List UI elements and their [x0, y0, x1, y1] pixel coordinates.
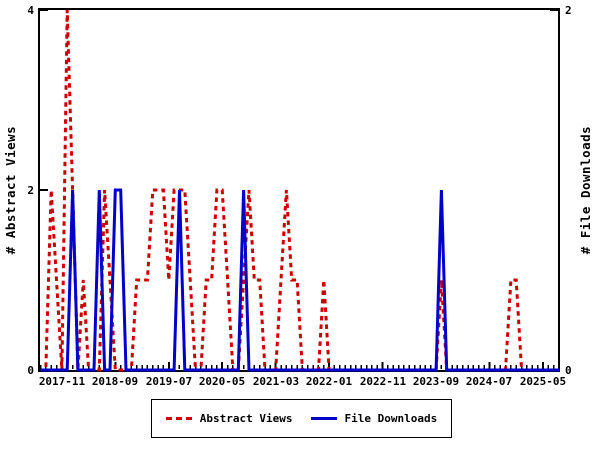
x-tick-label-1: 2018-09: [92, 375, 138, 388]
x-tick-label-8: 2024-07: [466, 375, 512, 388]
x-tick-label-5: 2022-01: [306, 375, 353, 388]
legend-label-abstract-views: Abstract Views: [199, 412, 293, 425]
x-tick-label-7: 2023-09: [413, 375, 459, 388]
y-left-tick-4: 4: [27, 4, 34, 17]
y-left-tick-2: 2: [27, 184, 34, 197]
x-tick-label-0: 2017-11: [39, 375, 86, 388]
y-right-tick-0: 0: [565, 364, 572, 377]
legend-label-file-downloads: File Downloads: [344, 412, 438, 425]
plot-area: [38, 8, 560, 372]
file-downloads-line-sample: [310, 417, 337, 420]
x-tick-label-9: 2025-05: [520, 375, 566, 388]
x-tick-label-3: 2020-05: [199, 375, 245, 388]
x-tick-label-4: 2021-03: [253, 375, 299, 388]
abstract-views-line-sample: [165, 417, 192, 420]
x-tick-label-6: 2022-11: [360, 375, 407, 388]
y-right-axis-title: # File Downloads: [578, 126, 593, 254]
y-left-axis-title: # Abstract Views: [3, 126, 18, 254]
y-left-tick-0: 0: [27, 364, 34, 377]
x-tick-label-2: 2019-07: [146, 375, 192, 388]
y-right-tick-2: 2: [565, 4, 572, 17]
legend: Abstract Views File Downloads: [151, 399, 452, 438]
file-downloads-line: [40, 188, 559, 372]
